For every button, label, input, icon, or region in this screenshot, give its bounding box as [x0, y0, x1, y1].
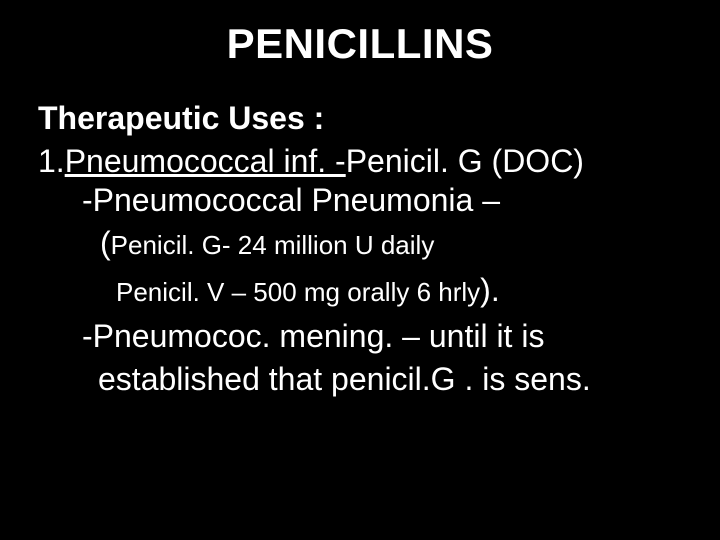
dose-text-2: Penicil. V – 500 mg orally 6 hrly	[116, 277, 480, 307]
item-underlined-text: Pneumococcal inf. -	[65, 143, 346, 179]
dose-line-2: Penicil. V – 500 mg orally 6 hrly).	[38, 272, 692, 309]
item-number: 1.	[38, 143, 65, 179]
sub-item-pneumonia: -Pneumococcal Pneumonia –	[38, 182, 692, 219]
slide: PENICILLINS Therapeutic Uses : 1.Pneumoc…	[0, 0, 720, 540]
item-rest-text: Penicil. G (DOC)	[346, 143, 584, 179]
sub-item-meningitis-line2: established that penicil.G . is sens.	[38, 358, 692, 401]
list-item-1: 1.Pneumococcal inf. -Penicil. G (DOC)	[38, 143, 692, 180]
section-subheading: Therapeutic Uses :	[38, 100, 692, 137]
dose-line-1: (Penicil. G- 24 million U daily	[38, 225, 692, 262]
slide-body: Therapeutic Uses : 1.Pneumococcal inf. -…	[38, 100, 692, 401]
close-paren: ).	[480, 272, 500, 308]
slide-title: PENICILLINS	[0, 20, 720, 68]
open-paren: (	[100, 225, 111, 261]
sub-item-meningitis-line1: -Pneumococ. mening. – until it is	[38, 315, 692, 358]
dose-text-1: Penicil. G- 24 million U daily	[111, 230, 435, 260]
